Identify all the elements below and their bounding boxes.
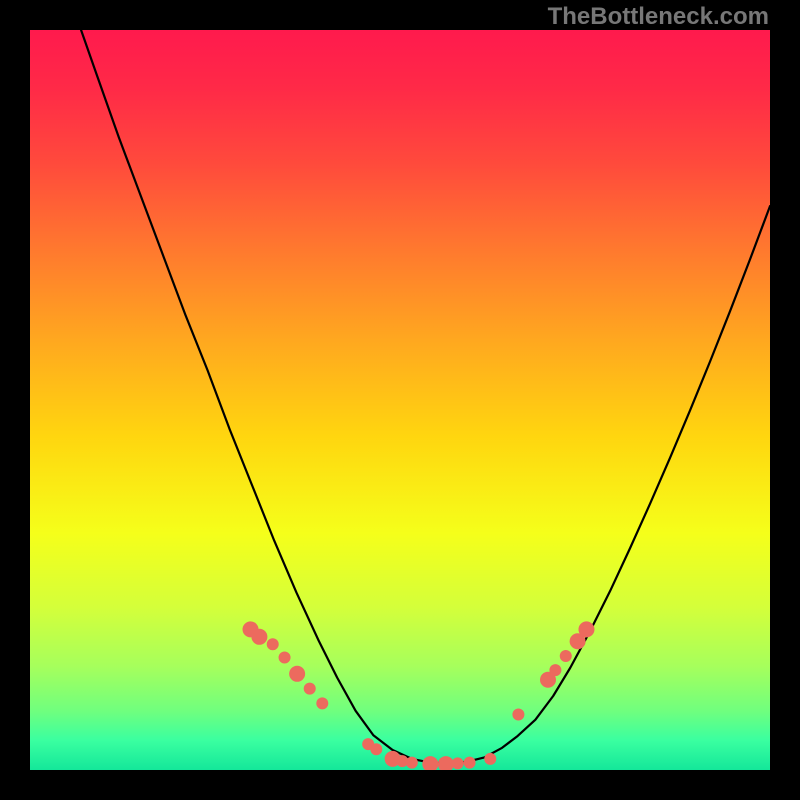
data-marker (406, 757, 418, 769)
data-marker (452, 757, 464, 769)
data-marker (484, 753, 496, 765)
data-marker (560, 650, 572, 662)
data-marker (279, 652, 291, 664)
data-marker (316, 697, 328, 709)
data-marker (304, 683, 316, 695)
data-marker (464, 757, 476, 769)
data-marker (370, 743, 382, 755)
gradient-background (30, 30, 770, 770)
watermark-text: TheBottleneck.com (548, 3, 769, 31)
bottleneck-curve-chart (30, 30, 770, 770)
data-marker (549, 664, 561, 676)
data-marker (289, 666, 305, 682)
data-marker (251, 629, 267, 645)
data-marker (578, 621, 594, 637)
data-marker (267, 638, 279, 650)
plot-area (30, 30, 770, 770)
data-marker (512, 709, 524, 721)
